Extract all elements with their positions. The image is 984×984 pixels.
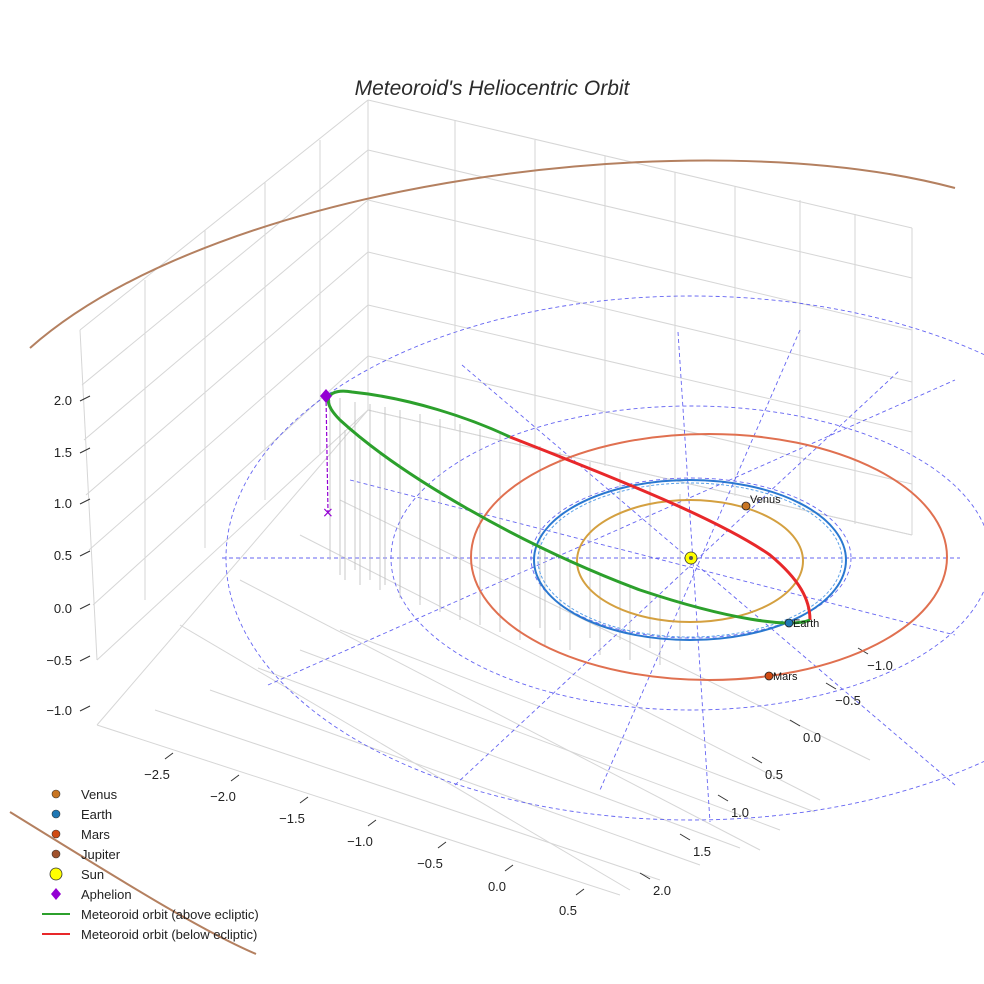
legend-marker: [49, 867, 63, 881]
aphelion-marker: [320, 389, 332, 403]
x-tick-mark: [437, 841, 447, 849]
planet-mars-label: Mars: [773, 671, 798, 683]
y-tick-mark: [717, 794, 729, 802]
legend-label: Venus: [81, 787, 118, 802]
legend-label: Aphelion: [81, 887, 132, 902]
venus-orbit: [576, 499, 804, 623]
x-tick-label: −2.0: [210, 789, 236, 804]
z-tick-label: 0.5: [54, 548, 72, 563]
legend-marker: [51, 829, 61, 839]
y-tick-mark: [751, 756, 763, 764]
meteoroid-orbit-below-line: [509, 435, 812, 621]
x-tick-mark: [575, 888, 585, 896]
aphelion-projection-mark: ×: [322, 505, 334, 521]
y-tick-mark: [825, 682, 837, 690]
legend-label: Jupiter: [81, 847, 121, 862]
x-tick-mark: [367, 819, 377, 827]
z-tick-mark: [79, 705, 91, 712]
legend-marker: [51, 809, 61, 819]
legend-label: Meteoroid orbit (below ecliptic): [81, 927, 257, 942]
x-tick-label: −0.5: [417, 856, 443, 871]
x-tick-label: 0.0: [488, 879, 506, 894]
legend-label: Sun: [81, 867, 104, 882]
planet-mars-marker: [764, 671, 774, 681]
x-tick-label: 0.5: [559, 903, 577, 918]
z-tick-mark: [79, 603, 91, 610]
axis-ticks: [79, 395, 869, 896]
earth-orbit-inner: [537, 482, 843, 638]
y-tick-label: 0.5: [765, 767, 783, 782]
x-tick-label: −1.5: [279, 811, 305, 826]
z-tick-mark: [79, 655, 91, 662]
legend-label: Meteoroid orbit (above ecliptic): [81, 907, 259, 922]
x-tick-mark: [164, 752, 174, 760]
x-tick-mark: [230, 774, 240, 782]
chart-title: Meteoroid's Heliocentric Orbit: [355, 77, 631, 100]
planet-earth-label: Earth: [793, 618, 819, 630]
z-tick-label: 1.0: [54, 496, 72, 511]
y-tick-label: 2.0: [653, 883, 671, 898]
z-tick-mark: [79, 550, 91, 557]
z-tick-label: −0.5: [46, 653, 72, 668]
planet-earth-marker: [784, 618, 794, 628]
y-tick-label: 1.0: [731, 805, 749, 820]
y-tick-mark: [789, 719, 801, 727]
aphelion-drop-line: [325, 395, 329, 513]
z-tick-label: −1.0: [46, 703, 72, 718]
y-tick-label: −0.5: [835, 693, 861, 708]
planet-venus-label: Venus: [750, 494, 781, 506]
legend: Venus Earth Mars Jupiter Sun Aphelion Meteoroi…: [42, 787, 259, 942]
z-tick-label: 0.0: [54, 601, 72, 616]
sun-center-dot: [689, 556, 693, 560]
y-tick-mark: [639, 872, 651, 880]
x-tick-label: −1.0: [347, 834, 373, 849]
meteoroid-orbit-above-line: [326, 389, 811, 625]
jupiter-orbit-lower: [9, 811, 257, 955]
mars-orbit: [470, 433, 948, 681]
legend-label: Mars: [81, 827, 110, 842]
ecliptic-reference-grid: [222, 295, 984, 823]
x-tick-mark: [299, 796, 309, 804]
x-tick-label: −2.5: [144, 767, 170, 782]
legend-marker: [51, 789, 61, 799]
y-tick-mark: [679, 833, 691, 841]
tick-labels: −1.0 −0.5 0.0 0.5 1.0 1.5 2.0 −2.5 −2.0 −1.5 −1.0 −…: [46, 393, 893, 918]
jupiter-orbit: [29, 159, 956, 349]
z-tick-mark: [79, 498, 91, 505]
z-tick-label: 1.5: [54, 445, 72, 460]
y-tick-label: −1.0: [867, 658, 893, 673]
legend-marker: [51, 849, 61, 859]
x-tick-mark: [504, 864, 514, 872]
y-tick-label: 0.0: [803, 730, 821, 745]
legend-marker: [51, 888, 61, 900]
z-tick-mark: [79, 447, 91, 454]
planet-markers: Venus Earth Mars: [320, 389, 819, 683]
y-tick-label: 1.5: [693, 844, 711, 859]
z-tick-label: 2.0: [54, 393, 72, 408]
legend-label: Earth: [81, 807, 112, 822]
meteoroid-drop-lines: [329, 398, 681, 665]
earth-orbit: [533, 479, 847, 641]
z-tick-mark: [79, 395, 91, 402]
planet-venus-marker: [741, 501, 751, 511]
